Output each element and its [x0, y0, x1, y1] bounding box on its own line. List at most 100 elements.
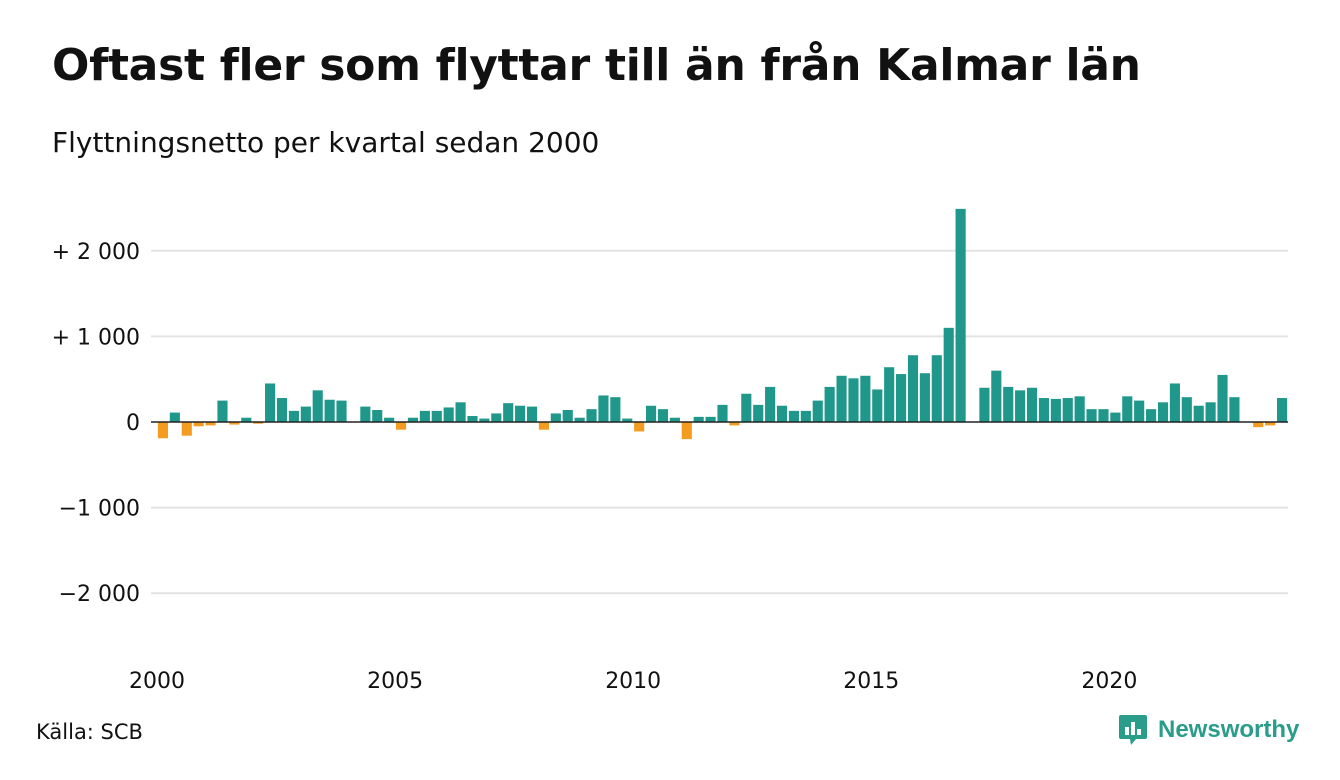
bar	[443, 407, 454, 422]
bar	[955, 208, 966, 422]
x-tick-label: 2010	[605, 669, 661, 694]
bar	[205, 422, 216, 426]
bar	[776, 405, 788, 422]
bar	[1169, 383, 1180, 422]
bar	[919, 373, 930, 422]
y-tick-label: −2 000	[59, 582, 140, 607]
bar	[812, 400, 823, 422]
bar	[419, 410, 430, 422]
bar	[431, 410, 442, 422]
bar	[1015, 390, 1026, 422]
bar	[336, 400, 347, 422]
bar	[824, 386, 835, 422]
bar	[324, 399, 335, 422]
bar	[598, 395, 609, 422]
bar	[1038, 398, 1049, 422]
x-tick-label: 2005	[367, 669, 423, 694]
bar-chart: + 2 000 + 1 000 0 −1 000 −2 000 2000 2005 2010 2…	[52, 208, 1288, 694]
bar	[717, 404, 728, 422]
source-note: Källa: SCB	[36, 720, 143, 744]
bar	[991, 370, 1002, 422]
y-tick-label: 0	[126, 411, 140, 436]
bar	[979, 387, 990, 422]
bar	[217, 400, 228, 422]
y-tick-label: + 1 000	[52, 325, 140, 350]
bar	[193, 422, 204, 427]
bar	[1050, 398, 1061, 422]
bar	[1181, 397, 1192, 422]
chart-title: Oftast fler som flyttar till än från Kal…	[52, 40, 1141, 91]
bar	[848, 378, 859, 422]
bar	[1146, 409, 1157, 422]
bar	[562, 410, 573, 422]
bar	[1122, 396, 1133, 422]
bar	[693, 416, 704, 422]
bar	[253, 422, 264, 424]
brand-name: Newsworthy	[1158, 716, 1300, 743]
bar	[1074, 396, 1085, 422]
x-tick-label: 2020	[1081, 669, 1137, 694]
bar	[372, 410, 383, 422]
bar	[669, 417, 680, 422]
bar	[479, 418, 490, 422]
bar	[729, 422, 740, 426]
bar	[1134, 400, 1145, 422]
bar	[622, 418, 633, 422]
bar	[1265, 422, 1276, 426]
bar	[741, 393, 752, 422]
bar	[503, 403, 514, 422]
bar	[360, 406, 371, 422]
bar	[646, 405, 657, 422]
bar	[312, 390, 323, 422]
bar	[538, 422, 549, 430]
bar	[491, 413, 502, 422]
bar	[1253, 422, 1264, 428]
bar	[1217, 374, 1228, 422]
bar	[526, 406, 538, 422]
bar	[860, 375, 871, 422]
bar	[586, 409, 597, 422]
bar	[1098, 409, 1109, 422]
bar	[300, 406, 311, 422]
bar	[884, 367, 895, 422]
bar	[265, 383, 276, 422]
bar	[1276, 398, 1288, 422]
bar	[872, 389, 883, 422]
bar	[384, 417, 395, 422]
bar	[634, 422, 645, 432]
axis-labels: + 2 000 + 1 000 0 −1 000 −2 000 2000 2005 2010 2…	[52, 240, 1138, 694]
bar	[1026, 387, 1038, 422]
bar	[169, 412, 180, 422]
brand-logo: Newsworthy	[1118, 713, 1299, 747]
y-tick-label: −1 000	[59, 497, 140, 522]
bar	[1003, 386, 1014, 422]
gridlines	[151, 249, 1288, 595]
bar	[943, 327, 954, 422]
bar	[753, 404, 764, 422]
bar	[800, 410, 811, 422]
bar	[1062, 398, 1073, 422]
bar	[550, 413, 561, 422]
bar	[1205, 402, 1216, 422]
bar	[288, 410, 299, 422]
bar	[931, 355, 942, 422]
bar	[455, 402, 466, 422]
y-tick-label: + 2 000	[52, 240, 140, 265]
bar	[515, 405, 526, 422]
bar	[610, 397, 621, 422]
bar	[396, 422, 407, 430]
chart-speech-bubble-icon	[1119, 715, 1147, 745]
bar	[276, 398, 288, 422]
bar	[241, 417, 252, 422]
bar	[1157, 402, 1169, 422]
bar	[765, 386, 776, 422]
bar	[705, 416, 716, 422]
bar	[181, 422, 192, 436]
bar	[896, 374, 907, 422]
bar	[574, 417, 585, 422]
bar	[788, 410, 799, 422]
bars	[151, 208, 1288, 440]
bar	[657, 409, 669, 422]
bar	[1110, 412, 1121, 422]
bar	[1229, 397, 1240, 422]
